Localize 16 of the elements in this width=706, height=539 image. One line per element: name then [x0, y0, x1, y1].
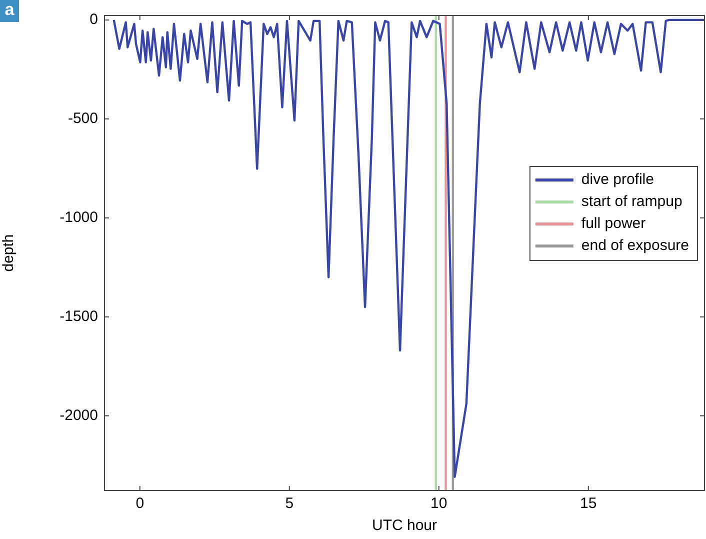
x-tick-label: 15 [580, 495, 597, 512]
x-tick-label: 5 [285, 495, 294, 512]
text: a [0, 0, 19, 22]
y-tick-label: -1000 [60, 209, 98, 226]
x-tick-label: 10 [430, 495, 448, 512]
y-tick-label: -1500 [60, 308, 98, 325]
legend-label: full power [581, 215, 646, 232]
y-tick-label: -2000 [60, 406, 98, 424]
y-tick-label: 0 [90, 11, 98, 28]
legend-label: start of rampup [581, 193, 682, 210]
x-axis-title: UTC hour [372, 517, 438, 534]
y-axis-title: depth [0, 234, 18, 272]
legend-label: end of exposure [581, 237, 689, 254]
legend-label: dive profile [581, 171, 654, 188]
y-tick-label: -500 [68, 110, 98, 128]
x-tick-label: 0 [136, 495, 144, 512]
